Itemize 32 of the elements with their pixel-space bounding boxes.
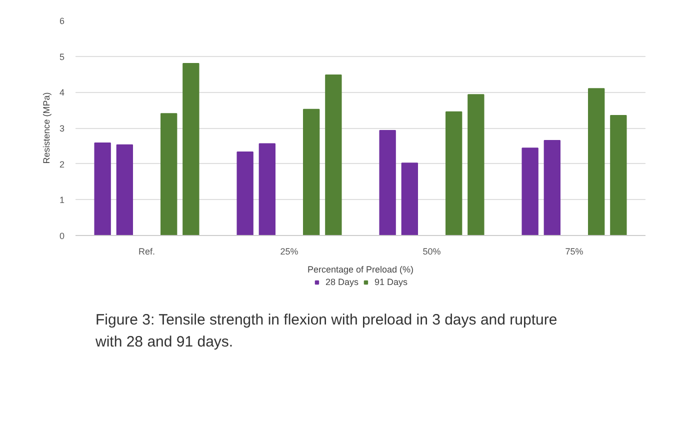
caption: Figure 3: Tensile strength in flexion with preload in 3 days and rupture with 28 and 91 days. [94,312,558,351]
x-axis-title: Percentage of Preload (%) [307,264,414,274]
legend-label: 28 Days [325,277,358,287]
y-tick-label: 6 [59,16,65,26]
bar [325,74,342,236]
legend-label: 91 Days [374,277,408,287]
bar [446,111,462,236]
bar [544,140,560,236]
bar [401,162,418,236]
y-tick-label: 3 [59,124,65,134]
bar [116,144,133,236]
bar [610,114,627,236]
bar [588,88,605,236]
bar [258,143,276,236]
y-tick-label: 5 [59,52,65,62]
y-axis-title: Resistence (MPa) [41,92,52,164]
bar [468,94,484,236]
y-tick-label: 1 [59,195,65,206]
y-tick-label: 4 [59,88,65,98]
y-tick-label: 0 [59,231,65,241]
bar [94,142,111,236]
x-tick-label: 50% [422,246,441,256]
x-tick-label: Ref. [138,246,156,256]
bar [236,152,254,236]
bar [522,148,538,236]
bar [379,130,396,236]
x-tick-label: 75% [565,246,584,256]
x-tick-label: 25% [280,246,298,256]
bar [160,113,178,236]
y-tick-label: 2 [59,159,65,170]
bar [303,108,320,236]
bar [182,63,200,236]
